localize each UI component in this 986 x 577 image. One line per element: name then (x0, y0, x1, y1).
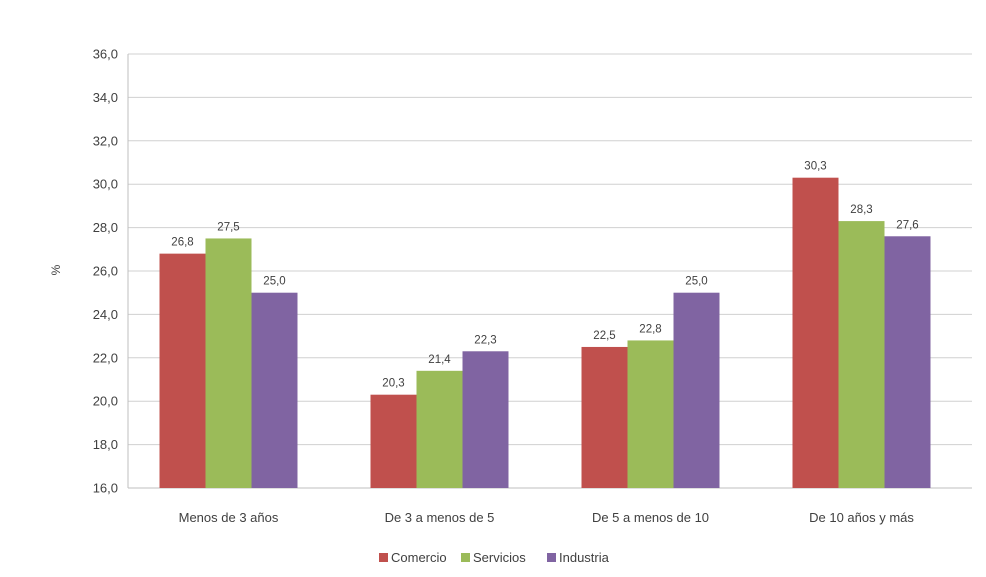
data-label: 21,4 (428, 354, 451, 366)
legend: Comercio Servicios Industria (379, 550, 610, 565)
y-tick-label: 26,0 (93, 264, 118, 279)
y-tick-label: 28,0 (93, 220, 118, 235)
data-label: 22,8 (639, 323, 661, 335)
data-label: 27,6 (896, 219, 918, 231)
x-category-label: De 10 años y más (809, 510, 914, 525)
y-tick-label: 18,0 (93, 437, 118, 452)
y-tick-label: 34,0 (93, 90, 118, 105)
bar-industria-2 (462, 351, 509, 488)
data-label: 20,3 (382, 378, 404, 390)
y-tick-label: 24,0 (93, 307, 118, 322)
legend-label-industria: Industria (559, 550, 610, 565)
legend-swatch-comercio (379, 553, 388, 562)
data-label: 30,3 (804, 161, 826, 173)
y-tick-label: 32,0 (93, 133, 118, 148)
bar-industria-4 (884, 236, 931, 488)
data-labels: 26,8 27,5 25,0 20,3 21,4 22,3 22,5 22,8 25,0 30,3… (171, 161, 918, 390)
y-tick-label: 36,0 (93, 47, 118, 62)
bar-industria-3 (673, 292, 720, 488)
legend-label-servicios: Servicios (473, 550, 526, 565)
y-tick-label: 30,0 (93, 177, 118, 192)
legend-swatch-servicios (461, 553, 470, 562)
bar-servicios-4 (838, 221, 885, 488)
bar-servicios-3 (627, 340, 674, 488)
legend-swatch-industria (547, 553, 556, 562)
data-label: 26,8 (171, 237, 193, 249)
data-label: 22,3 (474, 334, 496, 346)
y-axis-label: % (49, 264, 63, 275)
bar-comercio-4 (792, 177, 839, 488)
data-label: 28,3 (850, 204, 872, 216)
legend-label-comercio: Comercio (391, 550, 447, 565)
data-label: 25,0 (685, 276, 707, 288)
x-category-label: De 5 a menos de 10 (592, 510, 709, 525)
y-tick-label: 22,0 (93, 350, 118, 365)
bars (159, 177, 931, 488)
data-label: 25,0 (263, 276, 285, 288)
bar-comercio-3 (581, 346, 628, 488)
x-category-label: De 3 a menos de 5 (385, 510, 495, 525)
bar-comercio-2 (370, 394, 417, 488)
bar-comercio-1 (159, 253, 206, 488)
bar-servicios-1 (205, 238, 252, 488)
data-label: 27,5 (217, 221, 239, 233)
y-tick-label: 16,0 (93, 481, 118, 496)
bar-servicios-2 (416, 370, 463, 488)
bar-industria-1 (251, 292, 298, 488)
x-category-label: Menos de 3 años (179, 510, 279, 525)
y-axis-ticks: 16,0 18,0 20,0 22,0 24,0 26,0 28,0 30,0 32,0 34,0… (93, 47, 118, 496)
y-tick-label: 20,0 (93, 394, 118, 409)
x-axis-categories: Menos de 3 años De 3 a menos de 5 De 5 a m… (179, 510, 915, 525)
data-label: 22,5 (593, 330, 615, 342)
